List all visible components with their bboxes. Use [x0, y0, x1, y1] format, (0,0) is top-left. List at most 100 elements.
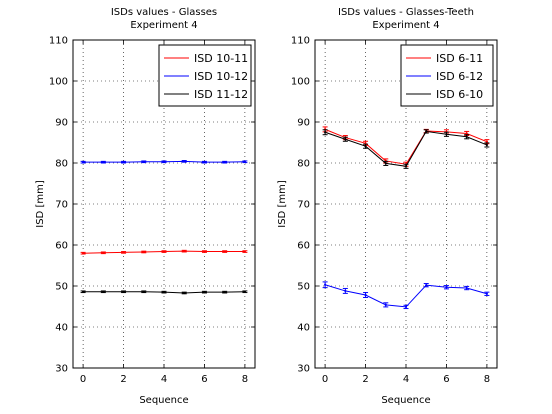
y-tick-label: 30	[55, 364, 68, 375]
data-point	[162, 250, 166, 253]
chart-title-line: ISDs values - Glasses-Teeth	[338, 7, 474, 18]
axes-box	[72, 39, 256, 369]
data-point	[485, 140, 488, 143]
data-point	[122, 290, 125, 293]
data-point	[364, 145, 367, 148]
y-tick-label: 110	[49, 36, 68, 47]
chart-title-line: Experiment 4	[130, 20, 197, 31]
y-tick-label: 30	[297, 364, 310, 375]
data-point	[102, 251, 105, 254]
data-point	[82, 252, 85, 255]
data-point	[122, 251, 125, 254]
data-point	[243, 160, 246, 163]
x-tick-label: 4	[403, 374, 409, 385]
data-point	[243, 290, 246, 293]
series-2	[322, 281, 490, 310]
x-tick-label: 0	[80, 374, 86, 385]
data-point	[223, 291, 226, 294]
x-tick-label: 2	[120, 374, 126, 385]
data-point	[183, 291, 186, 295]
y-tick-label: 70	[55, 200, 68, 211]
data-point	[203, 161, 206, 164]
data-point	[122, 161, 125, 164]
data-point	[364, 293, 367, 297]
y-tick-label: 40	[297, 323, 310, 334]
data-point	[223, 250, 226, 253]
data-point	[183, 250, 186, 253]
x-axis-label: Sequence	[139, 395, 188, 406]
data-point	[183, 160, 186, 163]
x-tick-label: 4	[161, 374, 167, 385]
y-tick-label: 50	[297, 282, 310, 293]
y-tick-label: 40	[55, 323, 68, 334]
data-point	[344, 138, 347, 141]
data-point	[203, 291, 206, 294]
series-3	[80, 290, 248, 295]
data-point	[102, 161, 105, 164]
data-point	[344, 289, 347, 293]
y-tick-label: 60	[297, 241, 310, 252]
data-point	[485, 143, 488, 147]
x-tick-label: 2	[362, 374, 368, 385]
data-point	[445, 286, 448, 289]
legend-label: ISD 10-12	[194, 70, 248, 83]
axes-box	[314, 39, 498, 369]
data-point	[203, 250, 206, 253]
y-axis-label: ISD [mm]	[35, 180, 46, 228]
y-axis-label: ISD [mm]	[277, 180, 288, 228]
y-tick-label: 100	[49, 77, 68, 88]
x-tick-label: 0	[322, 374, 328, 385]
data-point	[465, 132, 468, 135]
legend: ISD 10-11 ISD 10-12 ISD 11-12	[158, 44, 252, 107]
data-point	[445, 133, 448, 136]
legend-label: ISD 6-12	[436, 70, 483, 83]
data-point	[162, 160, 166, 163]
data-point	[82, 290, 85, 293]
y-tick-label: 50	[55, 282, 68, 293]
y-tick-label: 60	[55, 241, 68, 252]
data-point	[142, 160, 145, 163]
y-tick-label: 80	[297, 159, 310, 170]
y-tick-label: 80	[55, 159, 68, 170]
chart-title-line: ISDs values - Glasses	[111, 7, 217, 18]
data-point	[404, 305, 408, 309]
x-axis-label: Sequence	[381, 395, 430, 406]
data-point	[485, 292, 488, 295]
data-point	[404, 165, 408, 168]
x-tick-label: 6	[201, 374, 207, 385]
series-1	[80, 249, 248, 255]
data-point	[465, 135, 468, 138]
data-point	[425, 284, 428, 287]
y-tick-label: 70	[297, 200, 310, 211]
data-point	[223, 161, 226, 164]
data-point	[82, 161, 85, 164]
x-tick-label: 8	[242, 374, 248, 385]
data-point	[425, 130, 428, 133]
data-point	[243, 250, 246, 253]
data-point	[384, 303, 387, 306]
data-point	[384, 162, 387, 165]
data-point	[142, 290, 145, 293]
x-tick-label: 8	[484, 374, 490, 385]
y-tick-label: 110	[291, 36, 310, 47]
chart-2: 0 2 4 6 8 30 40 50 60 70 80 90 100 110 ISDs values - G…	[277, 7, 498, 406]
data-point	[324, 131, 327, 134]
series-2	[80, 160, 248, 164]
legend-label: ISD 6-10	[436, 88, 483, 101]
legend-label: ISD 10-11	[194, 52, 248, 65]
y-tick-label: 90	[55, 118, 68, 129]
legend-label: ISD 6-11	[436, 52, 483, 65]
data-point	[162, 291, 166, 294]
chart-1: 0 2 4 6 8 30 40 50 60 70 80 90 100 110 ISDs values - G…	[35, 7, 256, 406]
data-point	[324, 283, 327, 286]
x-tick-label: 6	[443, 374, 449, 385]
data-point	[465, 286, 468, 290]
data-point	[142, 250, 145, 254]
y-tick-label: 90	[297, 118, 310, 129]
chart-title-line: Experiment 4	[372, 20, 439, 31]
legend: ISD 6-11 ISD 6-12 ISD 6-10	[400, 44, 494, 107]
legend-label: ISD 11-12	[194, 88, 248, 101]
data-point	[102, 290, 105, 293]
series-3	[322, 129, 490, 169]
